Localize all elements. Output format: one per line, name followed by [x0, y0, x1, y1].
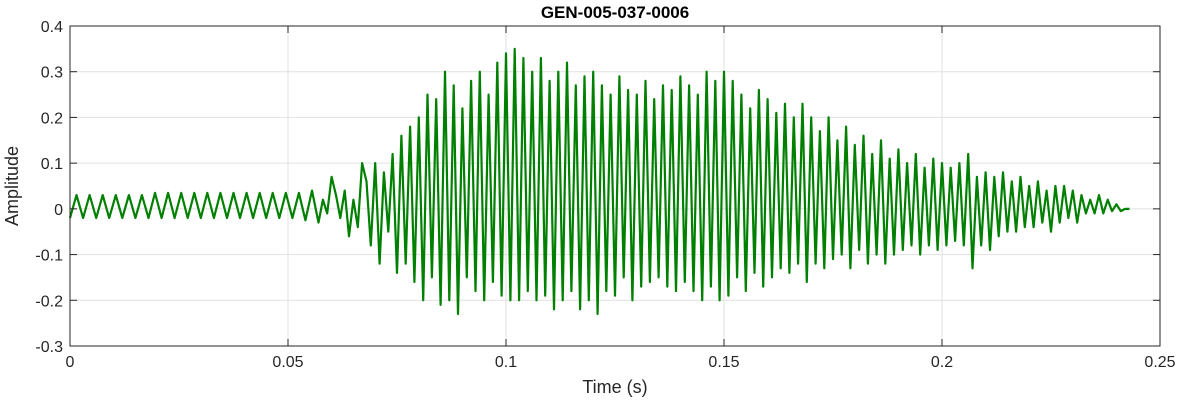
- chart-title: GEN-005-037-0006: [541, 3, 689, 22]
- plot-area-border: [69, 25, 1161, 347]
- y-tick-label-0: -0.3: [35, 339, 63, 356]
- x-tick-label-1: 0.05: [272, 354, 303, 371]
- y-axis-label: Amplitude: [2, 146, 22, 226]
- y-tick-label-7: 0.4: [41, 19, 63, 36]
- axis-ticks: 0 0.05 0.1 0.15 0.2 0.25 -0.3 -0.2 -0.1 0 0.1 0.2 0.…: [35, 19, 1175, 371]
- y-tick-label-1: -0.2: [35, 293, 63, 310]
- x-tick-label-4: 0.2: [931, 354, 953, 371]
- series-line-0: [68, 47, 1130, 316]
- y-tick-label-2: -0.1: [35, 248, 63, 265]
- x-axis-label: Time (s): [582, 377, 647, 397]
- x-tick-label-0: 0: [66, 354, 75, 371]
- x-tick-label-5: 0.25: [1144, 354, 1175, 371]
- series-layer: [68, 47, 1130, 316]
- y-tick-label-5: 0.2: [41, 110, 63, 127]
- x-tick-label-3: 0.15: [708, 354, 739, 371]
- y-tick-label-6: 0.3: [41, 65, 63, 82]
- y-tick-label-4: 0.1: [41, 156, 63, 173]
- y-tick-label-3: 0: [54, 202, 63, 219]
- x-tick-label-2: 0.1: [495, 354, 517, 371]
